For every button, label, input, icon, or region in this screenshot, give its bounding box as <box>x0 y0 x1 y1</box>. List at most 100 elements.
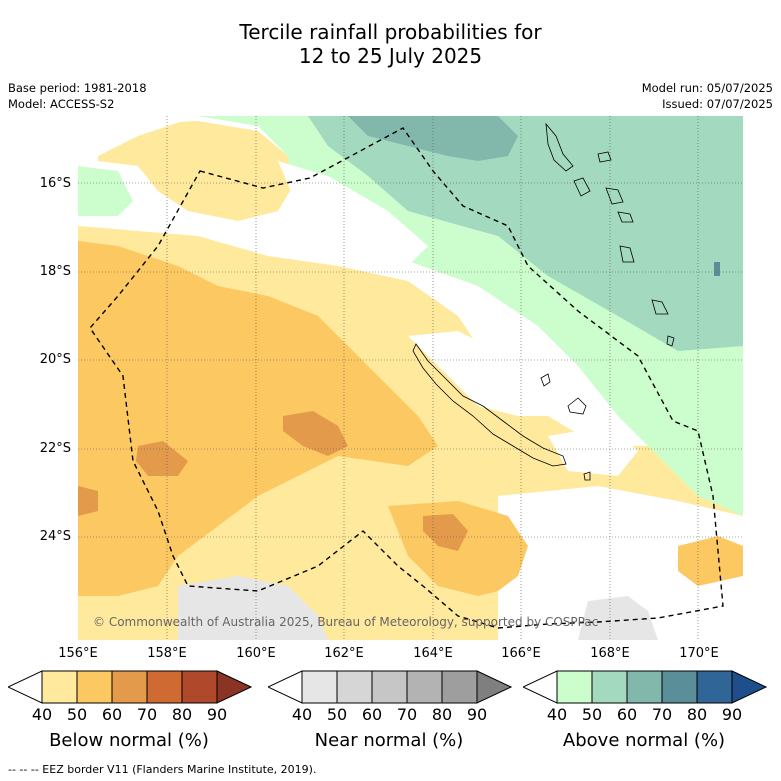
above-tick-50: 50 <box>581 705 603 724</box>
near-tick-50: 50 <box>326 705 348 724</box>
above-tick-40: 40 <box>546 705 568 724</box>
near-tick-80: 80 <box>431 705 453 724</box>
lon-label-164e: 164°E <box>413 646 453 661</box>
near-normal-swatch-4 <box>406 670 443 704</box>
lon-label-158e: 158°E <box>147 646 187 661</box>
no-dominant-gap <box>278 161 428 266</box>
rainfall-probability-map: © Commonwealth of Australia 2025, Bureau… <box>78 116 743 640</box>
lon-label-162e: 162°E <box>324 646 364 661</box>
near-tick-70: 70 <box>396 705 418 724</box>
model-text: Model: ACCESS-S2 <box>8 97 115 111</box>
near-normal-50-region-2 <box>578 596 658 640</box>
lon-label-160e: 160°E <box>236 646 276 661</box>
graticule <box>78 116 743 640</box>
near-normal-label: Near normal (%) <box>314 730 464 751</box>
below-tick-50: 50 <box>66 705 88 724</box>
vanuatu-island-1 <box>545 122 574 172</box>
below-normal-swatch-3 <box>111 670 148 704</box>
below-normal-70-spot-1 <box>283 411 348 456</box>
below-normal-70-spot-2 <box>136 441 188 476</box>
map-title-line2: 12 to 25 July 2025 <box>298 44 483 68</box>
below-tick-60: 60 <box>101 705 123 724</box>
above-normal-swatch-6 <box>731 670 767 704</box>
vanuatu-island-5 <box>617 211 634 223</box>
below-normal-swatch-4 <box>146 670 183 704</box>
vanuatu-island-2 <box>597 151 612 163</box>
near-normal-swatch-5 <box>441 670 478 704</box>
lat-label-22s: 22°S <box>39 441 71 456</box>
no-dominant-gap-3 <box>548 426 638 476</box>
vanuatu-island-3 <box>573 177 591 197</box>
below-normal-swatch-6 <box>216 670 252 704</box>
above-tick-70: 70 <box>651 705 673 724</box>
lon-label-170e: 170°E <box>679 646 719 661</box>
below-normal-swatch-5 <box>181 670 218 704</box>
above-normal-label: Above normal (%) <box>562 730 726 751</box>
near-normal-50-region <box>178 576 328 640</box>
vanuatu-island-7 <box>651 299 669 315</box>
below-tick-80: 80 <box>171 705 193 724</box>
above-normal-50-west <box>78 166 133 216</box>
below-normal-60-east <box>678 536 743 586</box>
eez-legend-note: -- -- -- EEZ border V11 (Flanders Marine… <box>8 763 317 776</box>
above-normal-70-region <box>348 116 518 161</box>
lat-label-18s: 18°S <box>39 264 71 279</box>
near-normal-swatch-6 <box>476 670 512 704</box>
above-normal-swatch-0 <box>523 670 558 704</box>
vanuatu-island-6 <box>619 245 635 263</box>
loyalty-island-2 <box>540 373 551 387</box>
near-normal-swatch-2 <box>336 670 373 704</box>
above-normal-swatch-5 <box>696 670 733 704</box>
below-normal-swatch-0 <box>8 670 43 704</box>
lat-label-24s: 24°S <box>39 529 71 544</box>
near-normal-swatch-0 <box>268 670 303 704</box>
below-tick-40: 40 <box>31 705 53 724</box>
meta-right: Model run: 05/07/2025 Issued: 07/07/2025 <box>642 80 773 112</box>
vanuatu-island-4 <box>605 187 624 205</box>
near-tick-40: 40 <box>291 705 313 724</box>
below-normal-60-region <box>78 241 438 596</box>
loyalty-island-3 <box>583 471 591 481</box>
below-tick-90: 90 <box>206 705 228 724</box>
lon-label-166e: 166°E <box>501 646 541 661</box>
eez-border <box>89 127 724 629</box>
new-caledonia-island <box>412 343 567 467</box>
above-tick-60: 60 <box>616 705 638 724</box>
lat-label-20s: 20°S <box>39 352 71 367</box>
near-normal-swatch-3 <box>371 670 408 704</box>
above-normal-70-spot <box>714 262 720 276</box>
base-period-text: Base period: 1981-2018 <box>8 81 147 95</box>
colorbar-above-normal <box>523 670 767 704</box>
above-normal-swatch-1 <box>556 670 593 704</box>
vanuatu-island-8 <box>666 335 675 347</box>
map-title-line1: Tercile rainfall probabilities for <box>239 20 542 44</box>
issued-text: Issued: 07/07/2025 <box>662 97 773 111</box>
lon-label-168e: 168°E <box>590 646 630 661</box>
loyalty-island-1 <box>567 397 587 415</box>
below-tick-70: 70 <box>136 705 158 724</box>
above-normal-60-region <box>308 116 743 351</box>
near-tick-90: 90 <box>466 705 488 724</box>
no-dominant-gap-east <box>498 486 743 640</box>
above-tick-80: 80 <box>686 705 708 724</box>
copyright-text: © Commonwealth of Australia 2025, Bureau… <box>93 615 598 629</box>
above-normal-swatch-3 <box>626 670 663 704</box>
below-normal-70-spot-4 <box>78 486 98 516</box>
below-normal-swatch-1 <box>41 670 78 704</box>
below-normal-label: Below normal (%) <box>49 730 209 751</box>
meta-left: Base period: 1981-2018 Model: ACCESS-S2 <box>8 80 147 112</box>
below-normal-50-north <box>98 121 293 221</box>
below-normal-swatch-2 <box>76 670 113 704</box>
lat-label-16s: 16°S <box>39 176 71 191</box>
model-run-text: Model run: 05/07/2025 <box>641 81 773 95</box>
above-tick-90: 90 <box>721 705 743 724</box>
above-normal-swatch-2 <box>591 670 628 704</box>
colorbar-near-normal <box>268 670 512 704</box>
lon-label-156e: 156°E <box>58 646 98 661</box>
near-normal-swatch-1 <box>301 670 338 704</box>
above-normal-swatch-4 <box>661 670 698 704</box>
near-tick-60: 60 <box>361 705 383 724</box>
colorbar-below-normal <box>8 670 252 704</box>
no-dominant-gap-ne <box>78 116 198 166</box>
below-normal-70-spot-3 <box>423 514 468 551</box>
